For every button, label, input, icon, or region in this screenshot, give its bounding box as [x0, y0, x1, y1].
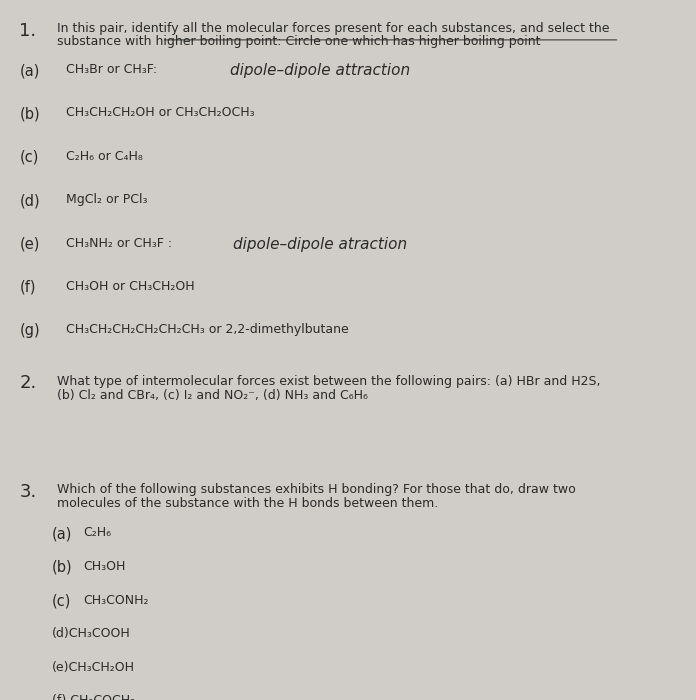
Text: (f) CH₃COCH₃: (f) CH₃COCH₃	[52, 694, 135, 700]
Text: dipole–dipole attraction: dipole–dipole attraction	[230, 63, 410, 78]
Text: What type of intermolecular forces exist between the following pairs: (a) HBr an: What type of intermolecular forces exist…	[57, 374, 601, 388]
Text: (d)CH₃COOH: (d)CH₃COOH	[52, 627, 131, 640]
Text: (c): (c)	[19, 150, 39, 164]
Text: (b) Cl₂ and CBr₄, (c) I₂ and NO₂⁻, (d) NH₃ and C₆H₆: (b) Cl₂ and CBr₄, (c) I₂ and NO₂⁻, (d) N…	[57, 389, 368, 402]
Text: MgCl₂ or PCl₃: MgCl₂ or PCl₃	[66, 193, 148, 206]
Text: CH₃CH₂CH₂OH or CH₃CH₂OCH₃: CH₃CH₂CH₂OH or CH₃CH₂OCH₃	[66, 106, 255, 120]
Text: substance with higher boiling point: Circle one which has higher boiling point: substance with higher boiling point: Cir…	[57, 35, 541, 48]
Text: C₂H₆: C₂H₆	[84, 526, 111, 540]
Text: 2.: 2.	[19, 374, 37, 393]
Text: CH₃OH: CH₃OH	[84, 560, 126, 573]
Text: (b): (b)	[52, 560, 73, 575]
Text: (a): (a)	[52, 526, 72, 541]
Text: (b): (b)	[19, 106, 40, 121]
Text: Which of the following substances exhibits H bonding? For those that do, draw tw: Which of the following substances exhibi…	[57, 483, 576, 496]
Text: dipole–dipole atraction: dipole–dipole atraction	[233, 237, 407, 251]
Text: (d): (d)	[19, 193, 40, 208]
Text: In this pair, identify all the molecular forces present for each substances, and: In this pair, identify all the molecular…	[57, 22, 610, 36]
Text: CH₃NH₂ or CH₃F :: CH₃NH₂ or CH₃F :	[66, 237, 172, 250]
Text: CH₃CONH₂: CH₃CONH₂	[84, 594, 149, 607]
Text: (e): (e)	[19, 237, 40, 251]
Text: CH₃CH₂CH₂CH₂CH₂CH₃ or 2,2-dimethylbutane: CH₃CH₂CH₂CH₂CH₂CH₃ or 2,2-dimethylbutane	[66, 323, 349, 337]
Text: CH₃OH or CH₃CH₂OH: CH₃OH or CH₃CH₂OH	[66, 280, 195, 293]
Text: CH₃Br or CH₃F:: CH₃Br or CH₃F:	[66, 63, 157, 76]
Text: (e)CH₃CH₂OH: (e)CH₃CH₂OH	[52, 661, 135, 674]
Text: (c): (c)	[52, 594, 72, 608]
Text: (f): (f)	[19, 280, 36, 295]
Text: 3.: 3.	[19, 483, 37, 501]
Text: C₂H₆ or C₄H₈: C₂H₆ or C₄H₈	[66, 150, 143, 163]
Text: (g): (g)	[19, 323, 40, 338]
Text: 1.: 1.	[19, 22, 37, 41]
Text: (a): (a)	[19, 63, 40, 78]
Text: molecules of the substance with the H bonds between them.: molecules of the substance with the H bo…	[57, 497, 438, 510]
